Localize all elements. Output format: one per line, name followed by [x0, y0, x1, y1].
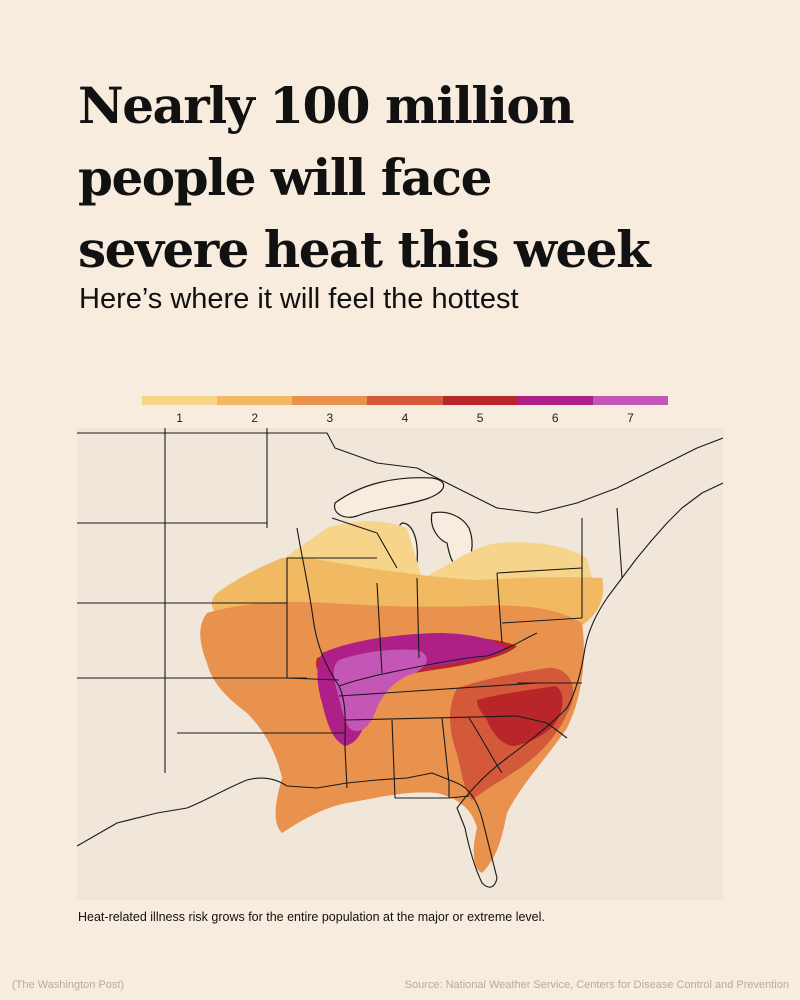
border-new-england-2 — [616, 507, 623, 579]
border-tn-ky — [338, 682, 538, 697]
legend-swatch-3 — [292, 396, 368, 405]
legend-label-2: 2 — [251, 411, 259, 425]
border-nc-sc — [516, 715, 568, 739]
heat-risk-legend: 1 2 3 4 5 6 7 — [142, 396, 668, 425]
heat-risk-map — [77, 428, 723, 900]
border-al-ga — [441, 717, 450, 798]
legend-swatch-1 — [142, 396, 218, 405]
state-borders — [77, 428, 723, 888]
legend-label-6: 6 — [551, 411, 559, 425]
lake-superior — [333, 477, 445, 518]
legend-swatch-7 — [592, 396, 668, 405]
legend-color-bar — [142, 396, 668, 405]
subheadline: Here’s where it will feel the hottest — [79, 283, 519, 315]
border-in-oh — [416, 577, 420, 659]
legend-swatch-5 — [442, 396, 518, 405]
source-text: Source: National Weather Service, Center… — [404, 979, 789, 991]
border-canada — [77, 432, 723, 514]
legend-swatch-4 — [367, 396, 443, 405]
coastline — [77, 482, 723, 888]
border-mississippi — [296, 527, 348, 789]
border-wi-mi — [331, 517, 398, 569]
border-mo-ar — [286, 677, 340, 681]
legend-label-4: 4 — [401, 411, 409, 425]
risk-zone-level-3 — [200, 601, 584, 873]
legend-label-1: 1 — [176, 411, 183, 425]
credit-text: (The Washington Post) — [12, 979, 125, 991]
legend-swatch-2 — [217, 396, 293, 405]
map-svg — [77, 428, 723, 900]
border-ga-fl — [395, 795, 470, 799]
headline: Nearly 100 million people will face seve… — [78, 70, 738, 286]
headline-line-3: severe heat this week — [78, 220, 651, 279]
legend-label-5: 5 — [476, 411, 484, 425]
legend-label-7: 7 — [627, 411, 634, 425]
border-tn-south — [344, 715, 518, 721]
headline-line-2: people will face — [78, 148, 492, 207]
border-ga-sc — [468, 717, 503, 774]
border-pa-ny — [496, 567, 583, 574]
legend-labels: 1 2 3 4 5 6 7 — [142, 411, 668, 425]
map-note: Heat-related illness risk grows for the … — [78, 910, 545, 924]
legend-label-3: 3 — [326, 411, 334, 425]
border-ms-al — [391, 719, 396, 799]
border-oh-pa — [496, 572, 503, 644]
border-ohio-river — [338, 632, 538, 687]
legend-swatch-6 — [517, 396, 593, 405]
border-il-in — [376, 582, 383, 674]
headline-line-1: Nearly 100 million — [78, 76, 575, 135]
border-pa-south — [501, 617, 583, 624]
